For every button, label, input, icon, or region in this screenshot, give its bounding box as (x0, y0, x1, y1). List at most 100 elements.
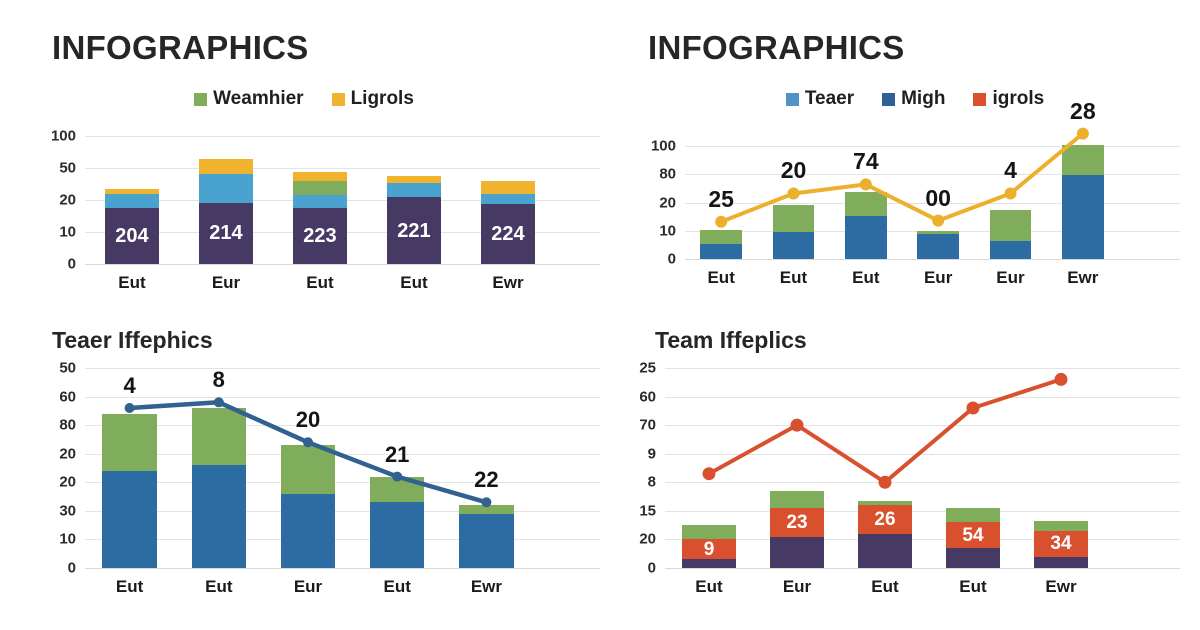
x-axis-label: Eut (695, 577, 723, 596)
bar-segment-green-top (280, 445, 336, 494)
legend-item: Weamhier (194, 88, 304, 110)
chart-plot-area: 204 214 223 221 224 Eut Eur Eut Eut Ewr 100 50 20 1… (51, 128, 600, 292)
bar-segment-purple-base: 223 (292, 207, 348, 264)
chart-title: INFOGRAPHICS (648, 29, 905, 66)
trend-line-marker (702, 467, 716, 481)
chart-plot-area: Eut Eut Eut Eur Eur Ewr 25 20 74 00 4 28 100 80 20 10… (651, 99, 1180, 287)
bar-value-label: 54 (962, 524, 984, 546)
bar-segment-green-top (191, 408, 246, 466)
y-axis-tick-label: 10 (59, 530, 76, 548)
bar-slot (757, 146, 829, 259)
line-point-label: 28 (1070, 97, 1096, 124)
legend-label: Weamhier (213, 88, 304, 109)
y-axis-tick-label: 60 (639, 388, 656, 406)
y-axis-tick-label: 0 (667, 250, 676, 268)
stacked-bar (700, 146, 743, 259)
legend-label: Teaer (804, 88, 855, 109)
bar-segment-green-top (772, 204, 815, 232)
bar-value-label: 221 (397, 219, 431, 242)
bar-segment-green-top (844, 192, 887, 217)
legend-item: Ligrols (331, 88, 414, 110)
x-axis-label: Ewr (1045, 577, 1077, 596)
x-axis-labels: Eut Eur Eut Eut Ewr (665, 577, 1105, 597)
line-point-label: 25 (708, 185, 734, 212)
chart-panel-top-left: INFOGRAPHICS Weamhier Ligrols 204 214 223 22… (40, 16, 602, 316)
gridline (85, 264, 600, 265)
line-point-label: 74 (853, 148, 879, 175)
bar-slot (174, 368, 263, 568)
bar-value-label: 224 (491, 222, 525, 245)
y-axis-tick-label: 100 (50, 127, 76, 145)
x-axis-labels: Eut Eut Eur Eut Ewr (85, 577, 531, 597)
bar-segment-ligrols-yellow (104, 188, 160, 194)
bar-segment-teaer-blue (104, 193, 160, 208)
bar-segment-purple-base: 204 (104, 207, 160, 264)
legend-swatch-icon (785, 92, 799, 106)
bar-segment-blue-base (102, 470, 157, 568)
legend-swatch-icon (882, 92, 896, 106)
chart-plot-area: 9 23 26 54 34 Eut Eur Eut Eut Ewr 25 60 70 9 8 15 20 0 (639, 360, 1180, 596)
bar-slot (685, 146, 757, 259)
stacked-bar (917, 146, 960, 259)
legend-swatch-icon (194, 92, 208, 106)
y-axis-tick-label: 20 (59, 445, 76, 463)
line-point-label: 20 (295, 407, 321, 433)
y-axis-tick-label: 15 (639, 502, 656, 520)
bar-slot: 54 (929, 368, 1017, 568)
x-axis-labels: Eut Eur Eut Eut Ewr (85, 273, 555, 293)
bar-value-label: 9 (703, 538, 715, 560)
gridline (665, 568, 1180, 569)
stacked-bar: 23 (769, 368, 825, 568)
bar-segment-green-top (769, 490, 825, 509)
y-axis-tick-label: 10 (59, 223, 76, 241)
gridline (85, 482, 600, 484)
x-axis-label: Eur (293, 577, 323, 596)
y-axis-tick-label: 80 (659, 165, 676, 183)
bar-segment-blue-base (459, 513, 514, 568)
trend-line-marker (213, 397, 224, 408)
stacked-bar: 224 (480, 136, 536, 264)
stacked-bar (370, 368, 425, 568)
x-axis-label: Ewr (1067, 268, 1099, 287)
bar-segment-weamhier-green (292, 180, 348, 195)
trend-line-marker (1076, 127, 1089, 140)
trend-line-marker (481, 497, 492, 508)
bar-slot: 26 (841, 368, 929, 568)
bars-row: 204 214 223 221 224 (85, 136, 555, 264)
gridline (85, 425, 600, 427)
bar-slot (263, 368, 352, 568)
bar-slot (830, 146, 902, 259)
y-axis-tick-label: 70 (639, 416, 656, 434)
gridline (85, 510, 600, 512)
bar-segment-purple-base (681, 559, 737, 568)
x-axis-label: Eut (959, 577, 987, 596)
bar-slot: 224 (461, 136, 555, 264)
gridline (685, 146, 1180, 147)
gridline (685, 174, 1180, 176)
bar-segment-purple-base: 214 (198, 202, 254, 264)
gridline (85, 168, 600, 169)
stacked-bar: 214 (198, 136, 254, 264)
bar-segment-purple-base (945, 548, 1001, 568)
legend-swatch-icon (973, 92, 987, 106)
x-axis-label: Eut (871, 577, 899, 596)
trend-line-path (707, 377, 1063, 485)
trend-line-marker (124, 403, 135, 413)
trend-line-marker (859, 178, 872, 191)
bar-segment-purple-base (1033, 556, 1089, 568)
trend-line-path (719, 131, 1085, 224)
red-trend-line (702, 372, 1068, 489)
bar-segment-green-top (681, 525, 737, 540)
legend-label: Ligrols (350, 88, 414, 109)
chart-title: Teaer Iffephics (52, 327, 213, 353)
legend-swatch-icon (331, 92, 345, 106)
y-axis-tick-label: 50 (59, 159, 76, 177)
bar-segment-ligrols-yellow (480, 180, 536, 194)
gridline (665, 396, 1180, 398)
trend-line-marker (790, 418, 804, 432)
bar-segment-green-top (917, 230, 960, 235)
bar-value-label: 34 (1050, 533, 1072, 555)
bar-segment-migh-blue (700, 244, 743, 259)
bars-area: Eut Eut Eut Eur Eur Ewr 25 20 74 00 4 28 (685, 99, 1119, 287)
